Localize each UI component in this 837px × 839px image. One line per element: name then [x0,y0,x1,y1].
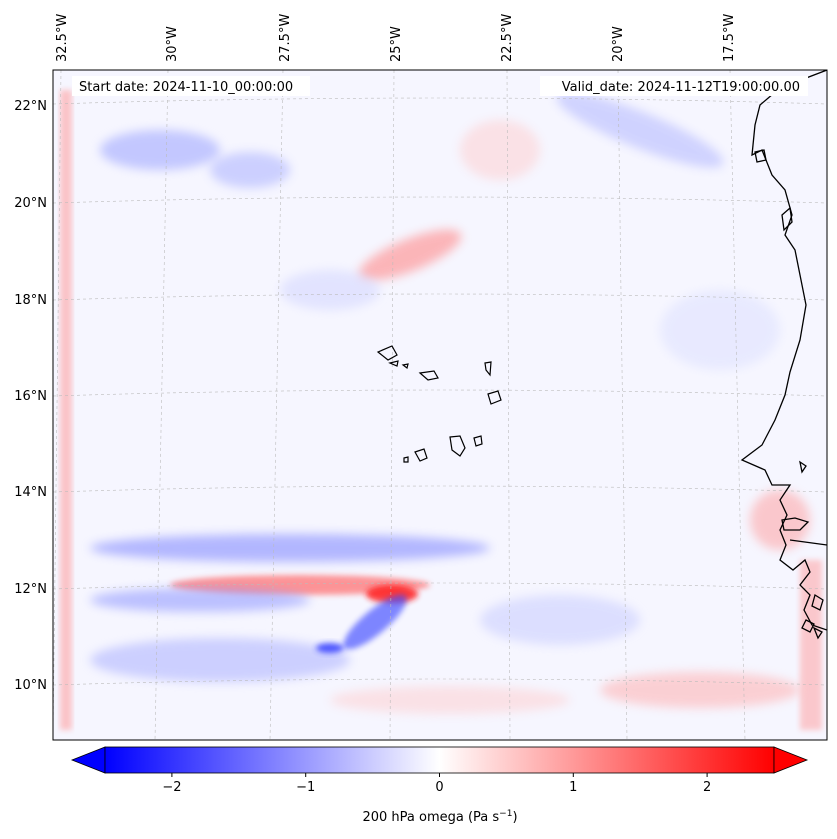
lon-label: 17.5°W [722,14,737,62]
africa-coastline [740,70,827,631]
omega-field [60,90,822,730]
colorbar-high-extend [773,746,809,774]
lat-label: 10°N [14,678,47,693]
colorbar-label-tail: ) [512,810,517,825]
colorbar-ticks: −2 −1 0 1 2 [162,773,711,795]
colorbar-tick-label: −2 [162,780,181,795]
lon-label: 32.5°W [55,14,70,62]
lon-label: 30°W [165,26,180,62]
lat-label: 18°N [14,293,47,308]
lon-label: 25°W [389,26,404,62]
lat-label: 14°N [14,485,47,500]
lat-label: 22°N [14,99,47,114]
colorbar-tick-label: 2 [703,780,711,795]
colorbar-label-exponent: −1 [499,809,512,819]
gridlines [53,70,827,740]
colorbar-low-extend [70,746,106,774]
colorbar-label-main: 200 hPa omega (Pa s [362,810,499,825]
coastlines [740,70,827,640]
longitude-labels: 32.5°W 30°W 27.5°W 25°W 22.5°W 20°W 17.5… [55,14,737,62]
start-date-box [72,76,310,96]
lon-label: 22.5°W [500,14,515,62]
lat-label: 20°N [14,196,47,211]
map-panel [53,70,827,740]
colorbar: −2 −1 0 1 2 200 hPa omega (Pa s−1) [70,746,809,825]
lat-label: 16°N [14,389,47,404]
cape-verde-islands [376,345,502,463]
latitude-labels: 22°N 20°N 18°N 16°N 14°N 12°N 10°N [14,99,47,693]
valid-date-box [540,76,808,96]
map-background [53,70,827,740]
colorbar-tick-label: −1 [296,780,315,795]
colorbar-tick-label: 0 [435,780,443,795]
colorbar-tick-label: 1 [569,780,577,795]
map-frame [52,69,828,741]
colorbar-body [104,746,775,774]
valid-date-label: Valid_date: 2024-11-12T19:00:00.00 [562,80,800,95]
start-date-label: Start date: 2024-11-10_00:00:00 [79,80,293,95]
lon-label: 27.5°W [278,14,293,62]
lat-label: 12°N [14,582,47,597]
lon-label: 20°W [611,26,626,62]
colorbar-label: 200 hPa omega (Pa s−1) [362,809,517,825]
